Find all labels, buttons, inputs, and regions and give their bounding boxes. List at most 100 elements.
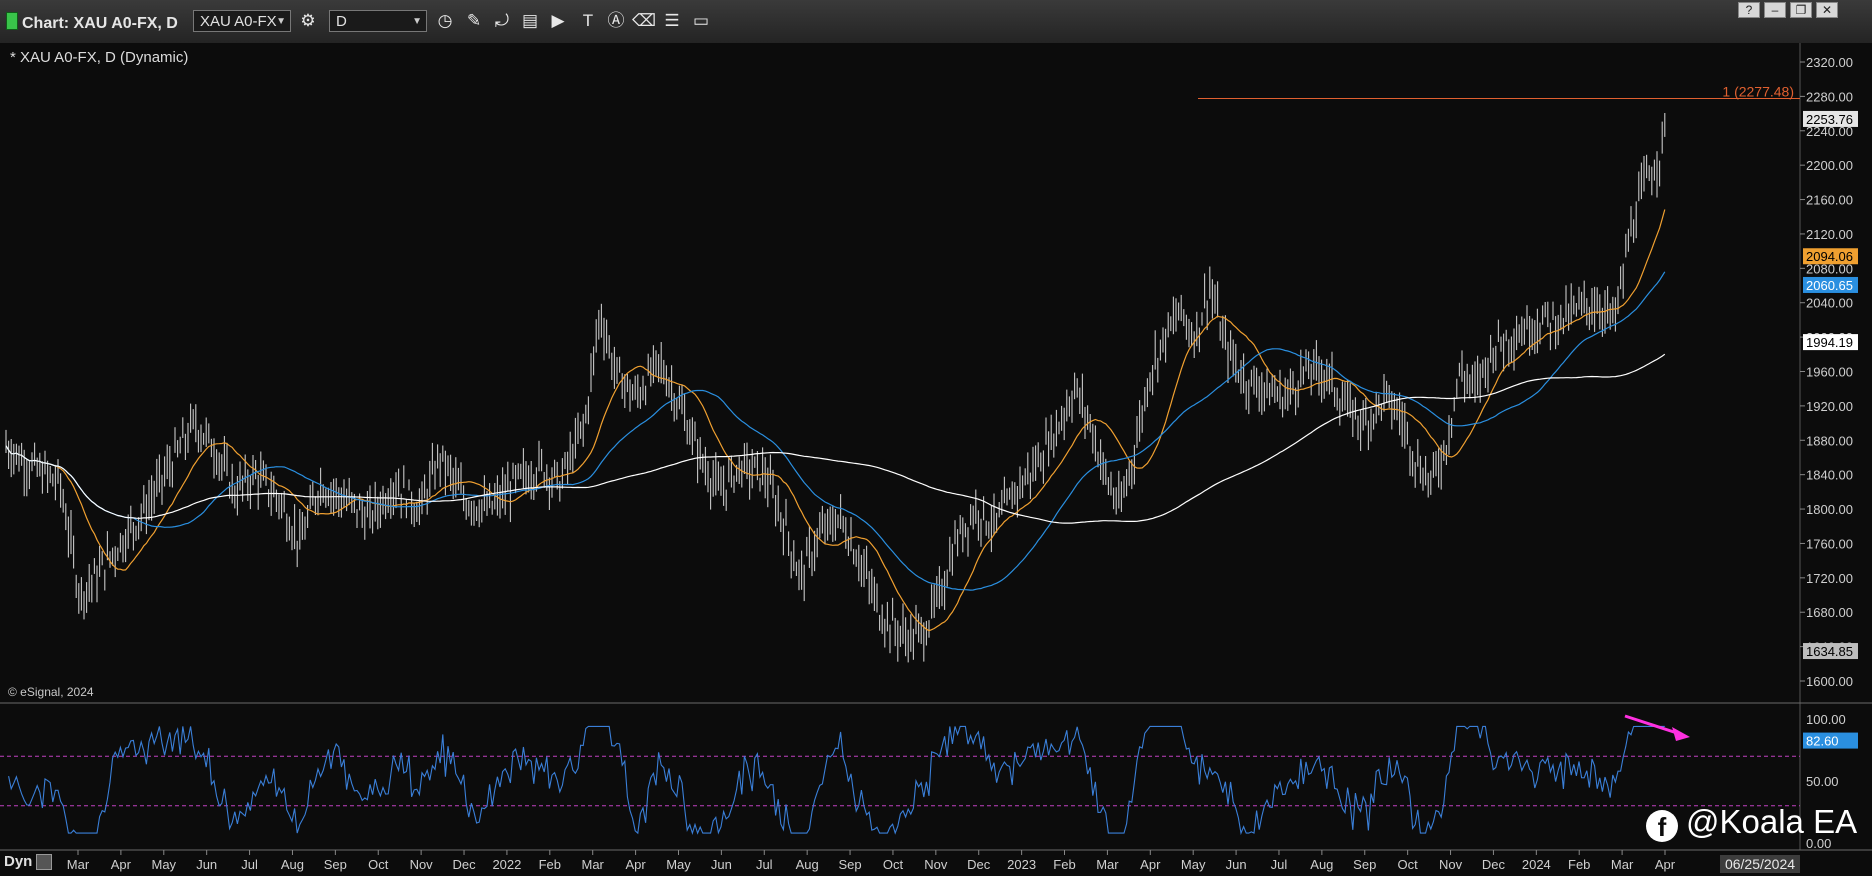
price-tick-label: 1680.00	[1806, 605, 1853, 620]
pen-draw-icon[interactable]: ✎	[466, 11, 482, 30]
price-badge-bg	[1803, 276, 1858, 293]
price-tick-label: 1600.00	[1806, 674, 1853, 689]
ma-fast-line	[5, 209, 1666, 632]
time-tick-label: Aug	[281, 857, 304, 872]
price-badge-label: 1634.85	[1806, 644, 1853, 659]
time-tick-label: Nov	[410, 857, 434, 872]
chevron-down-icon[interactable]: ▼	[412, 16, 422, 27]
eraser-icon[interactable]: ⌫	[632, 11, 657, 30]
horizontal-line[interactable]: 1 (2277.48)	[1198, 84, 1800, 100]
symbol-select[interactable]: XAU A0-FX ▼	[193, 10, 291, 32]
time-tick-label: Apr	[625, 857, 646, 872]
time-tick-label: Oct	[1398, 857, 1419, 872]
ma-slow-line	[5, 353, 1666, 524]
price-tick-label: 1960.00	[1806, 365, 1853, 380]
time-tick-label: Mar	[67, 857, 90, 872]
help-button[interactable]: ?	[1738, 2, 1760, 18]
dyn-mode-label[interactable]: Dyn	[4, 853, 33, 870]
osc-tick-label: 100.00	[1806, 712, 1846, 727]
text-tool-icon[interactable]: T	[582, 11, 594, 30]
layout-icon[interactable]: ☰	[664, 11, 680, 30]
settings-gear-icon[interactable]: ⚙	[300, 11, 316, 30]
time-tick-label: Jul	[756, 857, 773, 872]
time-tick-label: Sep	[1353, 857, 1376, 872]
divergence-arrow	[1624, 714, 1681, 736]
osc-tick-label: 0.00	[1806, 836, 1831, 851]
close-button[interactable]: ✕	[1816, 2, 1838, 18]
price-tick-label: 2040.00	[1806, 296, 1853, 311]
scale-toggle-icon[interactable]	[36, 854, 52, 870]
price-badge-label: 2253.76	[1806, 112, 1853, 127]
price-badge-bg	[1803, 110, 1858, 127]
price-badge-label: 1994.19	[1806, 335, 1853, 350]
time-tick-label: 2022	[492, 857, 521, 872]
oscillator-panel: 100.00 50.00 0.00 82.60	[0, 712, 1858, 851]
time-tick-label: Feb	[1568, 857, 1590, 872]
watermark: f @Koala EA	[1646, 803, 1857, 842]
line-tool-icon[interactable]: ⤾	[494, 11, 510, 30]
date-box: 06/25/2024	[1720, 855, 1800, 873]
chevron-down-icon[interactable]: ▼	[276, 16, 286, 27]
price-badge-label: 2094.06	[1806, 249, 1853, 264]
maximize-button[interactable]: ❐	[1790, 2, 1812, 18]
interval-select[interactable]: D ▼	[329, 10, 427, 32]
price-badge-bg	[1803, 334, 1858, 351]
chart-symbol-label: * XAU A0-FX, D (Dynamic)	[10, 49, 189, 66]
price-tick-label: 1920.00	[1806, 399, 1853, 414]
osc-badge-label: 82.60	[1806, 734, 1839, 749]
time-tick-label: Nov	[1439, 857, 1463, 872]
time-tick-label: May	[1181, 857, 1206, 872]
window-title: Chart: XAU A0-FX, D	[6, 12, 178, 33]
time-tick-label: May	[666, 857, 691, 872]
time-tick-label: Sep	[838, 857, 861, 872]
alert-icon[interactable]: Ⓐ	[607, 11, 625, 30]
time-tick-label: Dec	[967, 857, 991, 872]
copyright-text: © eSignal, 2024	[8, 685, 94, 699]
time-tick-label: Jul	[1271, 857, 1288, 872]
time-tick-label: 2024	[1522, 857, 1551, 872]
time-tick-label: Sep	[324, 857, 347, 872]
comment-icon[interactable]: ▭	[692, 11, 710, 30]
time-tick-label: Dec	[452, 857, 476, 872]
price-badge-label: 2060.65	[1806, 278, 1853, 293]
time-axis: Mar Apr May Jun Jul Aug Sep Oct Nov Dec 2022 Feb Mar…	[67, 850, 1676, 872]
time-tick-label: Oct	[883, 857, 904, 872]
price-tick-label: 2200.00	[1806, 158, 1853, 173]
price-bars	[5, 113, 1666, 663]
chart-toolbar: Chart: XAU A0-FX, D XAU A0-FX ▼ ⚙ D ▼ ◷ ✎ …	[0, 0, 1872, 44]
time-tick-label: Mar	[1096, 857, 1119, 872]
osc-tick-label: 50.00	[1806, 774, 1839, 789]
app-icon	[6, 12, 18, 30]
time-tick-label: Mar	[1611, 857, 1634, 872]
time-tick-label: Dec	[1482, 857, 1506, 872]
play-icon[interactable]: ▶	[551, 11, 565, 30]
price-badges: 2253.76 2094.06 2060.65 1994.19 1634.85	[1803, 110, 1858, 660]
price-badge-bg	[1803, 248, 1858, 265]
price-tick-label: 2120.00	[1806, 227, 1853, 242]
data-table-icon[interactable]: ▤	[521, 11, 539, 30]
time-tick-label: Mar	[582, 857, 605, 872]
price-tick-label: 1840.00	[1806, 468, 1853, 483]
clock-icon[interactable]: ◷	[437, 11, 453, 30]
ma-mid-line	[5, 271, 1666, 591]
price-tick-label: 2280.00	[1806, 89, 1853, 104]
minimize-button[interactable]: –	[1764, 2, 1786, 18]
hline-label: 1 (2277.48)	[1722, 84, 1794, 100]
time-tick-label: 2023	[1007, 857, 1036, 872]
oscillator-line	[8, 725, 1665, 836]
time-tick-label: Feb	[539, 857, 561, 872]
price-tick-label: 2320.00	[1806, 55, 1853, 70]
price-tick-label: 1880.00	[1806, 433, 1853, 448]
osc-badge-bg	[1803, 732, 1858, 749]
price-tick-label: 2240.00	[1806, 124, 1853, 139]
time-tick-label: Apr	[111, 857, 132, 872]
divergence-arrow-head	[1672, 727, 1690, 741]
time-tick-label: Aug	[1310, 857, 1333, 872]
time-tick-label: Jun	[1226, 857, 1247, 872]
time-tick-label: Jun	[711, 857, 732, 872]
watermark-text: @Koala EA	[1686, 803, 1858, 840]
price-tick-label: 1800.00	[1806, 502, 1853, 517]
price-tick-label: 1720.00	[1806, 571, 1853, 586]
time-tick-label: Oct	[368, 857, 389, 872]
